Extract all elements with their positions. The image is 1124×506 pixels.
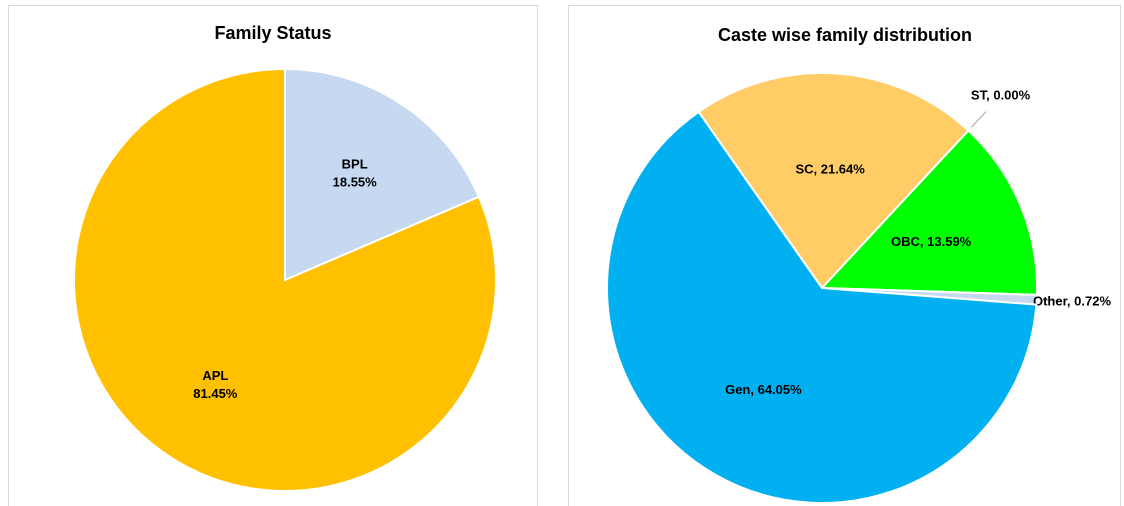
slice-value-label: Other, 0.72% (1033, 294, 1111, 309)
chart-title: Family Status (214, 23, 331, 43)
slice-value-label: SC, 21.64% (795, 161, 865, 176)
slice-value-label: 18.55% (333, 175, 378, 190)
leader-line (970, 111, 987, 128)
pie-slice (697, 72, 970, 290)
slice-value-label: ST, 0.00% (971, 87, 1031, 102)
slice-category: BPL (342, 157, 368, 172)
slice-value-label: Gen, 64.05% (725, 382, 802, 397)
pie-slice (73, 67, 497, 492)
chart-title: Caste wise family distribution (718, 25, 972, 45)
slice-value-label: OBC, 13.59% (891, 234, 972, 249)
slice-value-label: 81.45% (193, 386, 238, 401)
slice-category: APL (202, 368, 228, 383)
pie-slice (284, 67, 481, 282)
pie-slice (606, 110, 1038, 504)
leader-line (1040, 299, 1063, 302)
pie-slice (819, 129, 1038, 296)
